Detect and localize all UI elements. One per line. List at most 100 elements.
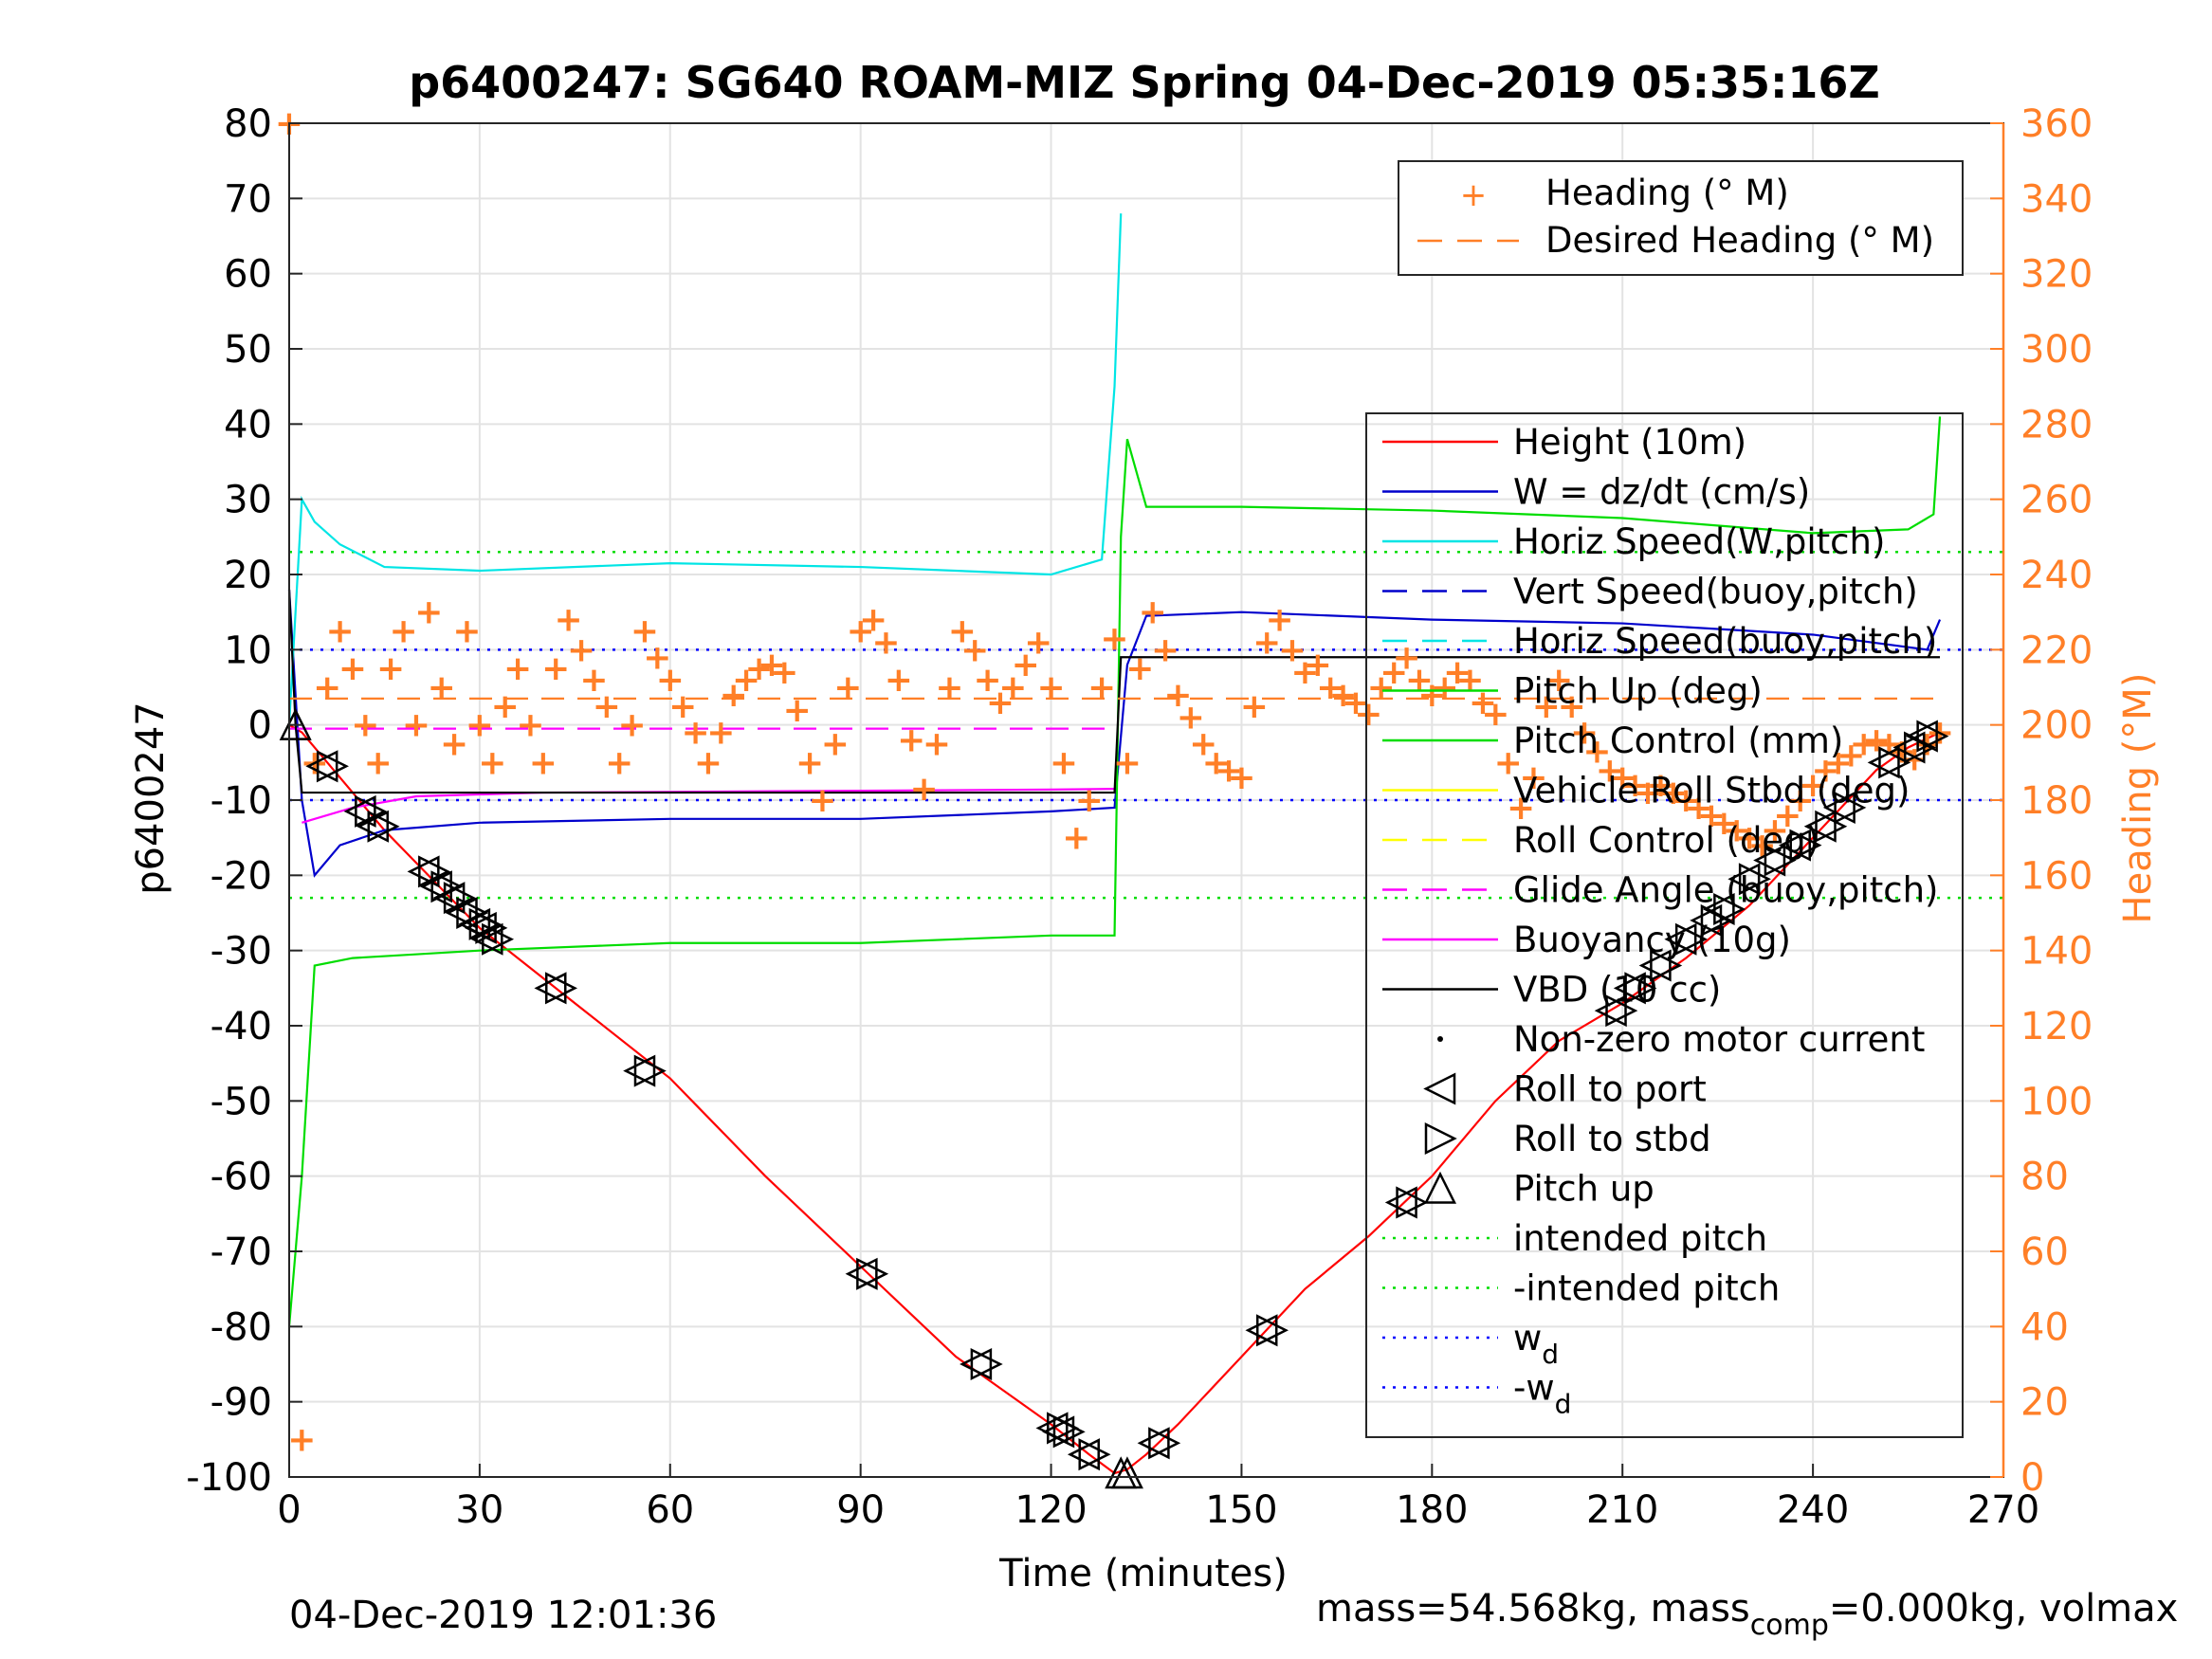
legend-horiz-speed-buoy-pitch-4-text: Horiz Speed(buoy,pitch) [1513, 621, 1937, 662]
heading-point-52: + [935, 668, 963, 707]
heading-point-62: + [1062, 819, 1090, 858]
y-left-tick-label-70: 70 [224, 177, 272, 221]
heading-point-48: + [885, 661, 913, 700]
heading-point-76: + [1240, 687, 1269, 726]
y-right-tick-label-0: 0 [2020, 1456, 2044, 1500]
roll-to-stbd-marker-20 [1605, 994, 1638, 1028]
legend-pitch-up-15-label: Pitch up [1513, 1169, 1654, 1210]
y-left-tick-label-0: 0 [248, 704, 272, 748]
y-right-tick-label-20: 20 [2020, 1381, 2069, 1425]
roll-to-stbd-marker-3 [418, 855, 451, 888]
roll-to-port-marker-20 [1594, 994, 1627, 1028]
series-height-10m [288, 723, 1941, 1475]
legend-desired-heading-label: Desired Heading (° M) [1545, 220, 1934, 261]
heading-point-28: + [631, 612, 659, 651]
legend-roll-to-stbd-14-sample [1424, 1121, 1457, 1156]
roll-to-stbd-marker-30 [1834, 791, 1867, 824]
x-axis-label: Time (minutes) [998, 1552, 1288, 1595]
roll-to-stbd-marker-9 [482, 922, 515, 956]
heading-point-114: + [1723, 811, 1751, 850]
heading-point-79: + [1278, 630, 1307, 669]
roll-to-port-marker-17 [1137, 1427, 1170, 1460]
roll-to-stbd-marker-32 [1904, 731, 1937, 764]
x-tick-label-120: 120 [1015, 1488, 1087, 1532]
heading-point-10: + [402, 706, 430, 745]
roll-to-stbd-marker-23 [1674, 922, 1708, 956]
heading-point-59: + [1024, 623, 1052, 662]
heading-point-85: + [1354, 695, 1382, 734]
legend-horiz-speed-w-pitch-2-label: Horiz Speed(W,pitch) [1513, 521, 1885, 562]
y-right-tick-label-200: 200 [2020, 704, 2093, 748]
x-tick-label-30: 30 [455, 1488, 503, 1532]
roll-to-port-marker-25 [1702, 893, 1735, 926]
heading-point-95: + [1481, 695, 1509, 734]
legend-wd-19-text: -w [1513, 1368, 1555, 1409]
legend-pitch-up-15-text: Pitch up [1513, 1169, 1654, 1210]
roll-to-stbd-marker-6 [456, 896, 489, 930]
heading-point-112: + [1697, 796, 1726, 835]
x-tick-label-210: 210 [1586, 1488, 1658, 1532]
roll-to-port-marker-23 [1664, 922, 1697, 956]
y-left-tick-label-10: 10 [224, 629, 272, 672]
heading-point-116: + [1747, 827, 1776, 866]
heading-point-53: + [948, 612, 977, 651]
roll-to-port-marker-28 [1778, 829, 1811, 862]
legend-non-zero-motor-current-12-label: Non-zero motor current [1513, 1019, 1925, 1060]
roll-to-port-marker-19 [1384, 1186, 1417, 1219]
heading-point-119: + [1786, 781, 1815, 820]
y-right-tick-label-160: 160 [2020, 854, 2093, 898]
roll-to-stbd-marker-2 [367, 810, 400, 843]
reference-lines [289, 550, 2003, 900]
roll-to-stbd-marker-26 [1738, 863, 1771, 896]
heading-point-111: + [1684, 789, 1712, 828]
roll-to-port-marker-11 [623, 1054, 656, 1087]
y-axis-left-label: p6400247 [129, 702, 173, 895]
footer-mass-part2: =0.000kg, volmax [1829, 1587, 2178, 1631]
heading-point-54: + [960, 630, 989, 669]
roll-to-stbd-marker-15 [1052, 1415, 1086, 1449]
roll-to-stbd-marker-18 [1255, 1314, 1289, 1347]
heading-point-32: + [681, 714, 709, 753]
legend-wd-18-sub: d [1542, 1339, 1559, 1370]
roll-to-port-marker-30 [1822, 791, 1856, 824]
roll-to-stbd-marker-8 [475, 911, 508, 944]
heading-point-86: + [1367, 668, 1396, 707]
heading-point-16: + [478, 743, 506, 782]
legend-heading-plus-marker: + [1460, 176, 1488, 214]
heading-point-80: + [1290, 653, 1319, 692]
legend-vert-speed-buoy-pitch-3-label: Vert Speed(buoy,pitch) [1513, 572, 1918, 612]
roll-to-port-marker-1 [343, 794, 376, 828]
roll-to-stbd-marker-31 [1878, 746, 1911, 779]
roll-to-port-marker-5 [432, 882, 466, 915]
heading-point-38: + [758, 646, 786, 684]
heading-point-72: + [1189, 725, 1217, 764]
heading-point-105: + [1608, 758, 1636, 797]
legend-heading: + Heading (° M) Desired Heading (° M) [1398, 160, 1964, 276]
legend-heading-label: Heading (° M) [1545, 173, 1789, 213]
legend-intended-pitch-16-label: intended pitch [1513, 1218, 1767, 1259]
heading-point-50: + [910, 770, 939, 809]
heading-point-31: + [668, 687, 697, 726]
roll-to-port-marker-22 [1638, 949, 1672, 982]
x-tick-label-150: 150 [1205, 1488, 1277, 1532]
roll-to-port-marker-31 [1867, 746, 1900, 779]
y-left-tick-label-60: 60 [224, 253, 272, 297]
legend-roll-to-port-13-text: Roll to port [1513, 1069, 1707, 1110]
y-right-tick-label-60: 60 [2020, 1231, 2069, 1274]
heading-point-26: + [605, 743, 633, 782]
heading-point-78: + [1266, 601, 1294, 640]
y-right-tick-label-340: 340 [2020, 177, 2093, 221]
heading-point-102: + [1570, 714, 1599, 753]
heading-point-110: + [1672, 781, 1700, 820]
heading-point-92: + [1443, 653, 1472, 692]
heading-point-100: + [1545, 661, 1573, 700]
roll-to-stbd-marker-12 [856, 1257, 889, 1290]
heading-point-122: + [1824, 743, 1853, 782]
y-left-tick-label--80: -80 [210, 1305, 272, 1349]
y-left-tick-label--40: -40 [210, 1005, 272, 1048]
legend-roll-to-stbd-14-text: Roll to stbd [1513, 1119, 1711, 1159]
legend-w-dz-dt-cm-s-1-label: W = dz/dt (cm/s) [1513, 472, 1810, 513]
roll-to-stbd-marker-0 [316, 750, 349, 783]
heading-point-6: + [351, 706, 379, 745]
